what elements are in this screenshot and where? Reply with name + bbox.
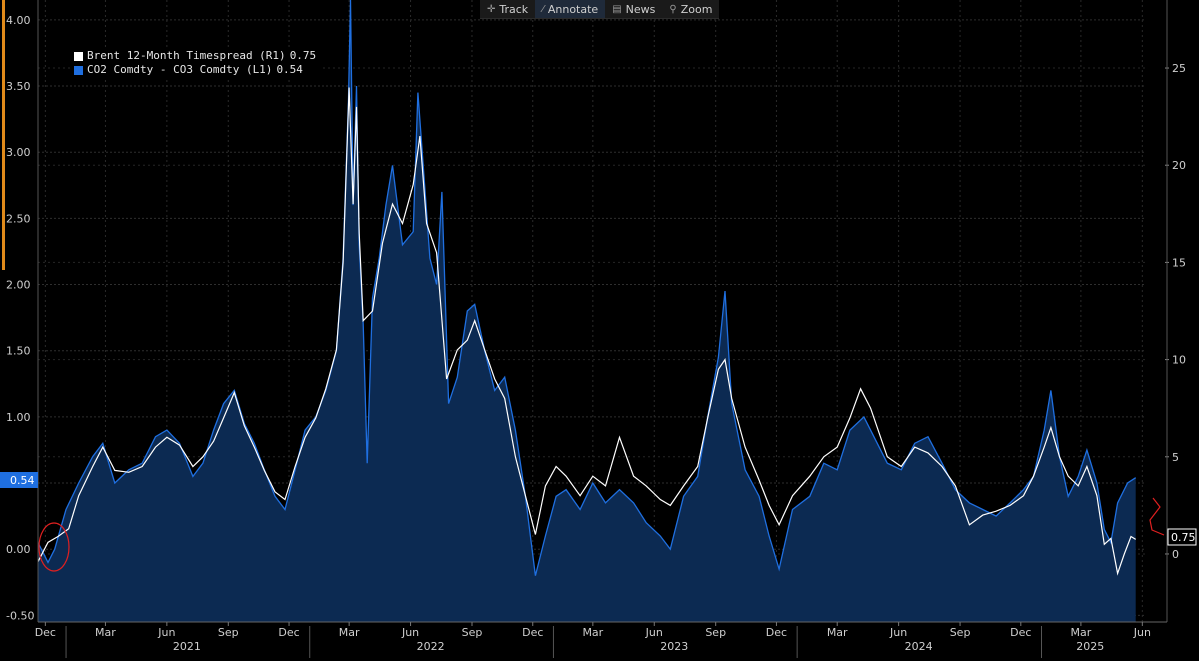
- left-tick-label: 2.00: [6, 279, 31, 292]
- month-tick-label: Dec: [766, 626, 787, 639]
- legend-co2-value: 0.54: [276, 63, 303, 76]
- year-label: 2023: [660, 640, 688, 653]
- month-tick-label: Mar: [827, 626, 848, 639]
- legend-item-brent[interactable]: Brent 12-Month Timespread (R1) 0.75: [74, 49, 316, 63]
- legend-brent-label: Brent 12-Month Timespread (R1): [87, 49, 286, 62]
- chart-legend: Brent 12-Month Timespread (R1) 0.75 CO2 …: [70, 47, 321, 79]
- annotate-label: Annotate: [547, 2, 599, 16]
- month-tick-label: Dec: [278, 626, 299, 639]
- brent-series-line: [37, 87, 1137, 576]
- pencil-icon: ⁄: [542, 3, 544, 15]
- left-tick-label: 0.00: [6, 543, 31, 556]
- month-tick-label: Mar: [1071, 626, 1092, 639]
- news-icon: ▤: [612, 3, 622, 15]
- left-tick-label: -0.50: [6, 609, 34, 622]
- month-tick-label: Jun: [157, 626, 175, 639]
- track-label: Track: [499, 2, 529, 16]
- left-tick-label: 4.00: [6, 14, 31, 27]
- right-tick-label: 10: [1172, 354, 1186, 367]
- right-last-badge: [1167, 528, 1197, 546]
- left-tick-label: 3.50: [6, 80, 31, 93]
- legend-co2-label: CO2 Comdty - CO3 Comdty (L1): [87, 63, 273, 76]
- right-last-badge-text: 0.75: [1171, 531, 1196, 544]
- magnifier-icon: ⚲: [669, 3, 677, 15]
- month-tick-label: Mar: [582, 626, 603, 639]
- zoom-button[interactable]: ⚲ Zoom: [662, 0, 719, 18]
- legend-item-co2[interactable]: CO2 Comdty - CO3 Comdty (L1) 0.54: [74, 63, 316, 77]
- month-tick-label: Jun: [1133, 626, 1151, 639]
- month-tick-label: Jun: [645, 626, 663, 639]
- zoom-label: Zoom: [680, 2, 713, 16]
- co2-series-line: [37, 0, 1137, 576]
- brent-swatch: [74, 51, 83, 61]
- right-tick-label: 5: [1172, 451, 1179, 464]
- annotation-stroke-right[interactable]: [1149, 497, 1165, 536]
- crosshair-icon: ✛: [487, 3, 496, 15]
- month-tick-label: Sep: [705, 626, 726, 639]
- legend-brent-value: 0.75: [289, 49, 317, 62]
- left-last-badge: [0, 472, 38, 488]
- x-axis-band: [0, 622, 1199, 661]
- month-tick-label: Sep: [950, 626, 971, 639]
- annotate-button[interactable]: ⁄ Annotate: [535, 0, 606, 18]
- left-tick-label: 1.50: [6, 345, 31, 358]
- co2-area-fill: [38, 0, 1136, 622]
- year-label: 2021: [173, 640, 201, 653]
- year-label: 2024: [905, 640, 933, 653]
- co2-swatch: [74, 65, 83, 75]
- month-tick-label: Dec: [35, 626, 56, 639]
- x-axis: Dec Mar Jun Sep Dec Mar Jun Sep Dec Mar Jun Sep Dec M…: [0, 621, 1199, 661]
- last-value-badges: 0.54 0.75: [0, 472, 1197, 546]
- month-tick-label: Jun: [401, 626, 419, 639]
- right-axis: 0 5 10 15 20 25: [1165, 0, 1186, 622]
- track-button[interactable]: ✛ Track: [480, 0, 535, 18]
- right-tick-label: 20: [1172, 159, 1186, 172]
- news-button[interactable]: ▤ News: [605, 0, 662, 18]
- left-last-badge-text: 0.54: [10, 474, 35, 487]
- month-tick-label: Mar: [339, 626, 360, 639]
- month-tick-label: Jun: [889, 626, 907, 639]
- left-tick-label: 2.50: [6, 212, 31, 225]
- left-tick-label: 3.00: [6, 146, 31, 159]
- month-tick-label: Sep: [218, 626, 239, 639]
- news-label: News: [625, 2, 656, 16]
- side-highlight-bar: [2, 0, 5, 270]
- month-tick-label: Dec: [1010, 626, 1031, 639]
- month-tick-label: Sep: [462, 626, 483, 639]
- annotation-circle-left[interactable]: [38, 522, 70, 572]
- series-line-layer: [37, 0, 1137, 576]
- annotation-layer: [38, 497, 1165, 572]
- year-label: 2022: [417, 640, 445, 653]
- right-tick-label: 0: [1172, 548, 1179, 561]
- right-tick-label: 15: [1172, 256, 1186, 269]
- month-tick-label: Dec: [522, 626, 543, 639]
- year-label: 2025: [1076, 640, 1104, 653]
- chart-toolbar: ✛ Track ⁄ Annotate ▤ News ⚲ Zoom: [480, 0, 720, 19]
- left-tick-label: 1.00: [6, 411, 31, 424]
- right-tick-label: 25: [1172, 62, 1186, 75]
- co2-area-layer: [38, 0, 1136, 622]
- month-tick-label: Mar: [95, 626, 116, 639]
